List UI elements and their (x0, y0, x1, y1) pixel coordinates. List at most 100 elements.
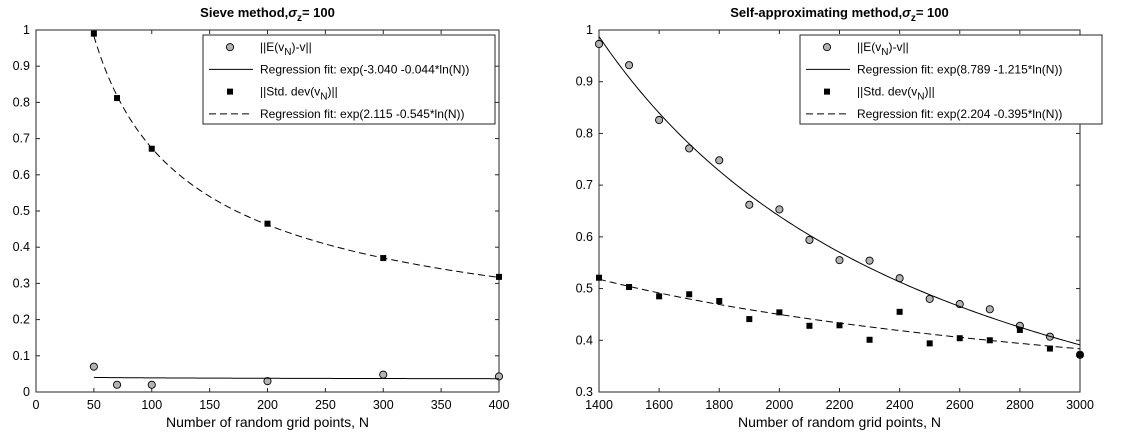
y-tick-label: 0.3 (576, 385, 593, 399)
point-square (1077, 351, 1083, 358)
x-tick-label: 100 (141, 398, 162, 412)
solid-fit-line (93, 376, 500, 380)
legend-label: ||Std. dev(vN)|| (260, 85, 338, 103)
y-tick-label: 0.9 (13, 59, 30, 73)
point-circle (745, 200, 754, 209)
y-tick-label: 0.8 (13, 95, 30, 109)
y-tick-label: 0.2 (13, 313, 30, 327)
point-circle (925, 294, 934, 303)
y-tick-label: 0.5 (13, 204, 30, 218)
y-tick-label: 0.7 (576, 178, 593, 192)
legend-label: ||E(vN)-v|| (260, 40, 312, 58)
x-tick-label: 350 (431, 398, 452, 412)
chart-title: Self-approximating method,σz= 100 (730, 5, 948, 24)
legend-label: ||Std. dev(vN)|| (857, 85, 935, 103)
point-square (866, 336, 873, 343)
x-axis-label: Number of random grid points, N (166, 414, 369, 430)
x-tick-label: 2000 (765, 398, 793, 412)
x-tick-label: 2800 (1006, 398, 1034, 412)
legend-label: ||E(vN)-v|| (857, 40, 909, 58)
x-tick-label: 150 (199, 398, 220, 412)
y-tick-label: 0.6 (576, 230, 593, 244)
legend-label: Regression fit: exp(8.789 -1.215*ln(N)) (857, 62, 1062, 76)
point-square (716, 297, 723, 304)
dashed-fit-line (93, 35, 500, 278)
label-part: )-v|| (291, 40, 311, 54)
y-tick-label: 1 (586, 23, 593, 37)
y-tick-label: 0.7 (13, 132, 30, 146)
point-square (1016, 326, 1023, 333)
label-part: N (917, 92, 924, 103)
x-tick-label: 50 (87, 398, 101, 412)
label-part: N (284, 47, 291, 58)
y-tick-label: 0.3 (13, 276, 30, 290)
chart-title: Sieve method,σz= 100 (200, 5, 335, 24)
point-circle (985, 305, 994, 314)
x-tick-label: 300 (373, 398, 394, 412)
point-square (926, 340, 933, 347)
point-square (496, 273, 502, 280)
x-tick-label: 200 (257, 398, 278, 412)
y-tick-label: 0.8 (576, 126, 593, 140)
point-square (1046, 345, 1053, 352)
point-circle (112, 380, 122, 389)
label-part: Regression fit: exp(8.789 -1.215*ln(N)) (857, 62, 1062, 76)
x-tick-label: 400 (489, 398, 510, 412)
label-part: )-v|| (888, 40, 908, 54)
legend-box (202, 34, 496, 125)
y-tick-label: 0 (23, 385, 30, 399)
point-square (896, 308, 903, 315)
point-square (776, 309, 783, 316)
title-tail: = 100 (302, 5, 335, 20)
x-tick-label: 1800 (705, 398, 733, 412)
point-circle (805, 235, 814, 245)
point-square (986, 337, 993, 344)
y-tick-label: 0.5 (576, 282, 593, 296)
y-tick-label: 1 (23, 23, 30, 37)
label-part: Regression fit: exp(-3.040 -0.044*ln(N)) (260, 62, 469, 76)
y-tick-label: 0.9 (576, 75, 593, 89)
point-circle (715, 156, 724, 165)
label-part: )|| (328, 85, 338, 99)
label-part: ||Std. dev(v (260, 85, 320, 99)
point-square (686, 291, 693, 298)
point-circle (625, 61, 634, 70)
point-circle (379, 370, 388, 379)
dashed-fit-line (598, 278, 1081, 350)
title-subscript: z (911, 13, 916, 24)
point-circle (263, 377, 272, 386)
point-circle (594, 39, 604, 49)
point-square (656, 293, 663, 300)
y-tick-label: 0.1 (13, 349, 30, 363)
y-tick-label: 0.4 (576, 333, 593, 347)
legend-label: Regression fit: exp(2.204 -0.395*ln(N)) (857, 107, 1062, 121)
title-main: Sieve method, (200, 5, 288, 20)
x-tick-label: 250 (315, 398, 336, 412)
point-square (90, 30, 97, 37)
point-square (746, 316, 753, 323)
label-part: ||E(v (260, 40, 284, 54)
point-square (596, 274, 602, 281)
legend-label: Regression fit: exp(2.115 -0.545*ln(N)) (260, 107, 465, 121)
point-square (956, 335, 963, 342)
point-square (836, 322, 843, 329)
x-tick-label: 2600 (946, 398, 974, 412)
label-part: )|| (925, 85, 935, 99)
point-circle (685, 144, 694, 153)
title-subscript: z (297, 13, 302, 24)
label-part: N (881, 47, 888, 58)
x-tick-label: 2400 (886, 398, 914, 412)
label-part: Regression fit: exp(2.204 -0.395*ln(N)) (857, 107, 1062, 121)
legend-square-marker (227, 88, 233, 95)
legend: ||E(vN)-v|| Regression fit: exp(8.789 -1.… (799, 34, 1103, 125)
label-part: N (320, 92, 327, 103)
legend: ||E(vN)-v||Regression fit: exp(-3.040 -0… (202, 34, 496, 125)
chart-panel-1: Sieve method,σz= 100 0 50 100 150 200 250 300 35… (13, 5, 510, 430)
title-sigma: σ (902, 5, 912, 20)
point-square (114, 95, 121, 102)
legend-circle-marker (822, 43, 832, 52)
label-part: ||Std. dev(v (857, 85, 917, 99)
title-tail: = 100 (916, 5, 949, 20)
solid-fit-line (598, 36, 1081, 346)
